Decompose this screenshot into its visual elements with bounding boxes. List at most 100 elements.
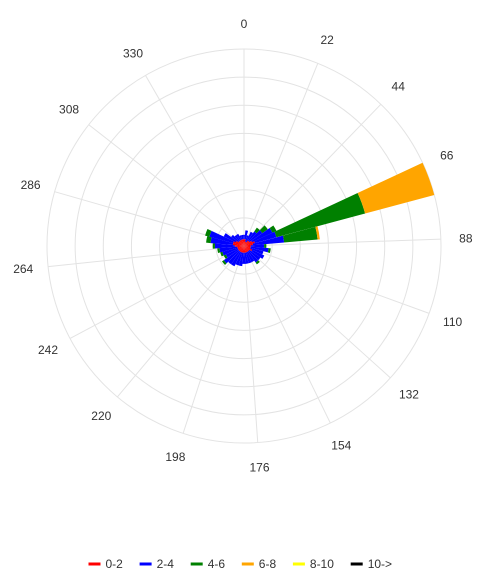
- bar-segment-0-2: [237, 246, 244, 250]
- direction-label: 220: [91, 409, 111, 423]
- bar-segment-6-8: [357, 162, 435, 214]
- bar-segment-2-4: [239, 235, 243, 240]
- bar-segment-2-4: [242, 252, 246, 264]
- bar-segment-4-6: [274, 193, 366, 238]
- bar-segment-0-2: [232, 243, 244, 246]
- bar-segment-2-4: [250, 244, 265, 248]
- bar-segment-4-6: [255, 260, 260, 265]
- grid-spoke: [243, 245, 331, 424]
- bar-segment-2-4: [248, 249, 261, 261]
- bar-segment-0-2: [242, 239, 244, 246]
- bar-segment-2-4: [245, 252, 252, 264]
- grid-spoke: [243, 245, 430, 314]
- bar-segment-0-2: [238, 246, 244, 251]
- bar-segment-0-2: [240, 239, 244, 246]
- bar-segment-2-4: [247, 231, 257, 242]
- legend-label: 8-10: [310, 557, 334, 571]
- direction-label: 198: [165, 450, 185, 464]
- bar-segment-0-2: [241, 239, 244, 246]
- bar-segment-2-4: [219, 246, 238, 253]
- bar-segment-0-2: [238, 241, 244, 246]
- legend-label: 2-4: [157, 557, 175, 571]
- bar-segment-2-4: [236, 233, 242, 241]
- bar-segment-0-2: [244, 243, 253, 246]
- legend-item[interactable]: 6-8: [241, 557, 277, 571]
- bar-segment-0-2: [237, 246, 244, 249]
- bar-segment-0-2: [237, 246, 244, 248]
- bar-segment-2-4: [235, 252, 243, 266]
- legend-item[interactable]: 2-4: [139, 557, 175, 571]
- bar-segment-0-2: [244, 246, 250, 251]
- bar-segment-2-4: [251, 249, 265, 259]
- bar-segment-0-2: [233, 241, 244, 246]
- direction-label: 0: [241, 17, 248, 31]
- bar-segment-4-6: [212, 243, 216, 249]
- bar-segment-6-8: [315, 226, 320, 240]
- bar-segment-2-4: [250, 247, 264, 255]
- grid-spoke: [243, 63, 319, 247]
- legend-item[interactable]: 4-6: [190, 557, 226, 571]
- direction-label: 88: [459, 231, 473, 245]
- bar-segment-4-6: [223, 254, 228, 259]
- bar-segment-2-4: [252, 235, 285, 246]
- grid-spoke: [69, 245, 245, 339]
- direction-label: 264: [13, 262, 33, 276]
- bar-segment-2-4: [223, 233, 237, 243]
- bar-segment-0-2: [235, 245, 244, 247]
- bar-segment-0-2: [243, 246, 245, 253]
- legend-item[interactable]: 0-2: [88, 557, 124, 571]
- bar-segment-2-4: [210, 237, 234, 246]
- grid-spoke: [182, 245, 245, 434]
- bar-segment-4-6: [220, 251, 224, 257]
- direction-label: 66: [440, 149, 454, 163]
- direction-label: 44: [392, 79, 406, 93]
- bar-segment-4-6: [221, 260, 227, 265]
- bar-segment-4-6: [259, 225, 268, 234]
- bar-segment-2-4: [245, 235, 249, 242]
- bar-segment-2-4: [248, 230, 263, 243]
- bar-segment-2-4: [231, 251, 242, 267]
- legend-item[interactable]: 10->: [350, 557, 392, 571]
- direction-label: 308: [59, 102, 79, 116]
- bar-segment-0-2: [239, 246, 244, 252]
- bar-segment-0-2: [244, 245, 251, 247]
- bar-segment-0-2: [244, 241, 250, 246]
- bar-segment-0-2: [244, 246, 253, 252]
- bar-segment-2-4: [223, 249, 240, 264]
- direction-label: 154: [331, 439, 351, 453]
- bar-segment-2-4: [250, 246, 269, 253]
- bar-segment-4-6: [282, 226, 318, 243]
- grid-spoke: [243, 245, 259, 443]
- bar-segment-4-6: [267, 248, 271, 253]
- bar-segment-2-4: [225, 248, 239, 258]
- bar-segment-2-4: [244, 252, 249, 264]
- bar-segment-2-4: [241, 234, 244, 240]
- bar-segment-0-2: [244, 241, 247, 246]
- legend-label: 4-6: [208, 557, 226, 571]
- direction-label: 22: [320, 33, 334, 47]
- bar-segment-0-2: [244, 241, 246, 246]
- bar-segment-4-6: [206, 236, 212, 244]
- bar-segment-0-2: [244, 246, 251, 249]
- bar-segment-2-4: [251, 228, 273, 243]
- bar-segment-0-2: [244, 246, 247, 253]
- grid-spoke: [145, 75, 245, 247]
- direction-label: 176: [249, 460, 269, 474]
- bar-segment-0-2: [244, 241, 255, 246]
- bar-segment-2-4: [245, 231, 253, 243]
- legend-item[interactable]: 8-10: [292, 557, 334, 571]
- bar-segment-4-6: [217, 248, 221, 253]
- grid-spoke: [88, 124, 245, 247]
- direction-labels: 0 22 44 66 88 110 132 154 176 198 220 242 264 286 308 3…: [13, 17, 473, 474]
- direction-label: 242: [38, 343, 58, 357]
- direction-label: 110: [443, 315, 462, 329]
- bar-segment-2-4: [214, 243, 236, 249]
- bar-segment-2-4: [209, 230, 234, 244]
- bar-segment-2-4: [234, 235, 241, 242]
- bar-segment-4-6: [264, 244, 267, 248]
- bar-segment-2-4: [222, 247, 238, 256]
- bar-segment-2-4: [238, 252, 244, 267]
- bar-segment-2-4: [228, 250, 241, 265]
